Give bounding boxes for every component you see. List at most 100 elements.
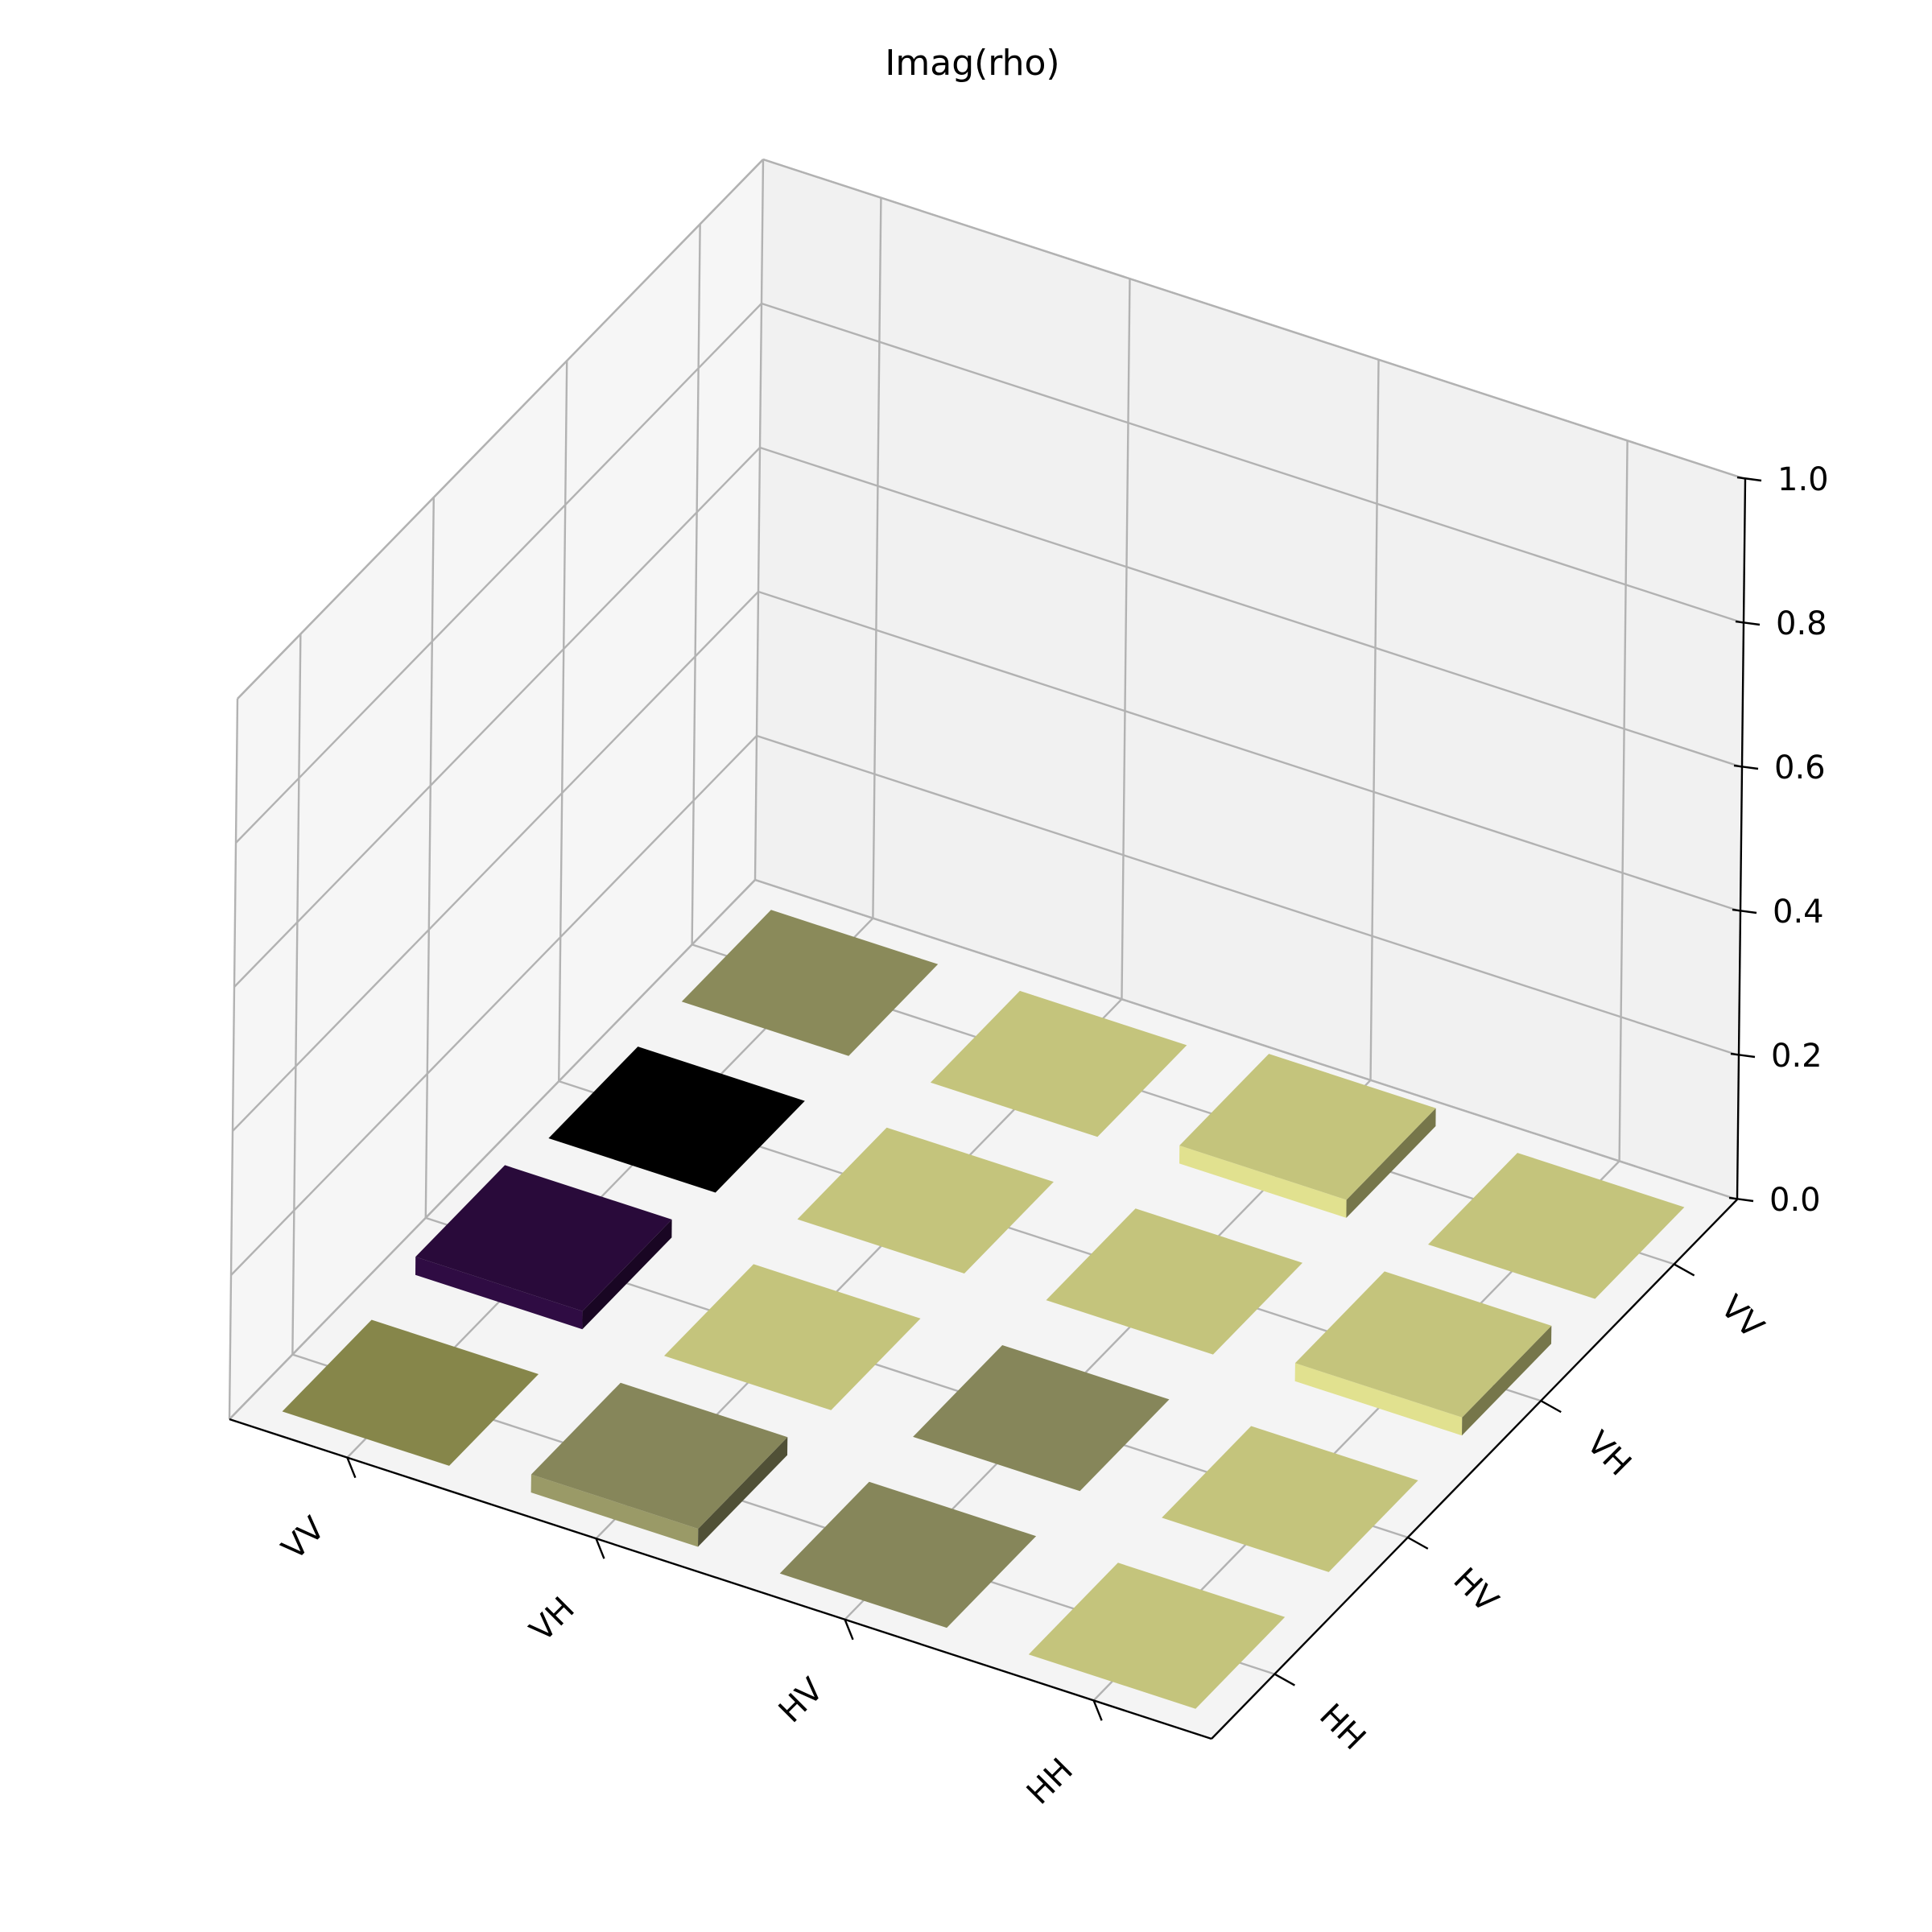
left-pane	[229, 159, 763, 1419]
x-tick-label: HV	[772, 1671, 832, 1731]
z-tick	[1735, 620, 1761, 626]
grid-line-z	[758, 590, 1741, 913]
bar-VH-VV	[930, 990, 1187, 1137]
bar-side-face	[582, 1219, 672, 1330]
bar-top-face	[1028, 1563, 1286, 1709]
grid-line-z	[759, 446, 1743, 769]
y-tick-label: HH	[1312, 1697, 1373, 1757]
z-tick	[1732, 908, 1757, 914]
grid-line-z	[756, 734, 1740, 1057]
grid-line-z	[761, 302, 1744, 625]
bar-side-face	[1462, 1325, 1552, 1436]
bar-top-face	[415, 1165, 672, 1311]
bar-top-face	[913, 1345, 1170, 1492]
y-tick-label: VV	[1713, 1289, 1771, 1347]
z-axis-line	[1736, 478, 1747, 1200]
bar-HV-VV	[1179, 1054, 1436, 1218]
grid-line-z	[235, 303, 762, 844]
bar-VV-VV	[681, 910, 939, 1056]
bar-top-face	[681, 910, 939, 1056]
bar-top-face	[1179, 1054, 1436, 1200]
tick-labels: HH HV VH VV HH HV VH VV 0.0 0.2 0.4 0.6 0.8 1.0	[275, 461, 1829, 1812]
bar-top-face	[530, 1382, 788, 1530]
bar-VH-HV	[664, 1264, 921, 1410]
y-tick	[1540, 1400, 1562, 1414]
bar-VH-HH	[530, 1382, 788, 1547]
bar-front-face	[1294, 1363, 1463, 1436]
bar-VV-HH	[282, 1319, 539, 1466]
z-tick-label: 0.2	[1771, 1038, 1823, 1075]
z-tick-label: 1.0	[1777, 461, 1829, 498]
grid-line-x	[1121, 279, 1131, 1000]
grid-line-x	[1618, 440, 1629, 1162]
bar-top-face	[1162, 1426, 1418, 1572]
grid-line-z	[762, 158, 1746, 481]
bar-HH-VH	[1294, 1271, 1552, 1436]
z-tick-label: 0.8	[1776, 605, 1827, 642]
pane-edge	[753, 159, 765, 881]
bar-side-face	[698, 1437, 788, 1547]
bar-top-face	[779, 1481, 1037, 1629]
bar-side-face	[1346, 1108, 1436, 1218]
grid-line-x	[1369, 359, 1380, 1080]
bar-VV-HV	[415, 1165, 672, 1330]
y-tick	[1674, 1263, 1695, 1277]
grid-line-y	[691, 224, 701, 945]
bar-top-face	[930, 990, 1187, 1137]
x-tick-label: VV	[275, 1509, 333, 1567]
bar-HH-HH	[1028, 1563, 1286, 1709]
bar-top-face	[1294, 1271, 1552, 1418]
axis-lines	[229, 476, 1762, 1740]
bar-HV-VH	[1046, 1208, 1302, 1355]
x-tick	[844, 1619, 854, 1641]
grid-line-y	[558, 361, 568, 1082]
x-tick-label: VH	[523, 1590, 582, 1649]
grid-line-z	[233, 447, 761, 988]
x-tick-label: HH	[1020, 1752, 1080, 1812]
grid-line-y	[424, 497, 435, 1218]
bar-top-face	[1046, 1208, 1302, 1355]
bar-top-face	[548, 1046, 805, 1193]
bars	[282, 910, 1685, 1709]
bar-HV-HV	[913, 1345, 1170, 1492]
bar-top-face	[797, 1127, 1054, 1274]
x-tick	[1092, 1699, 1103, 1721]
chart-title: Imag(rho)	[885, 43, 1059, 84]
bar-VV-VH	[548, 1046, 805, 1193]
x-axis-line	[229, 1418, 1212, 1740]
z-tick	[1728, 1196, 1754, 1203]
bar-front-face	[415, 1257, 583, 1330]
x-tick	[346, 1457, 357, 1479]
z-tick-label: 0.4	[1773, 894, 1824, 931]
y-tick	[1274, 1673, 1295, 1686]
bar-HH-HV	[1162, 1426, 1418, 1572]
bar-VH-VH	[797, 1127, 1054, 1274]
grid-line-z	[229, 879, 756, 1420]
z-tick	[1736, 476, 1762, 482]
grid-line-z	[230, 735, 758, 1276]
y-tick-label: HV	[1446, 1561, 1505, 1620]
grid-line-y	[291, 634, 302, 1355]
grid-line-z	[237, 159, 764, 700]
z-tick-label: 0.0	[1769, 1182, 1821, 1219]
z-tick-label: 0.6	[1774, 749, 1826, 786]
back-pane	[755, 159, 1745, 1199]
y-tick-label: VH	[1579, 1424, 1638, 1483]
axis-panes	[229, 159, 1745, 1739]
x-tick	[595, 1538, 605, 1559]
bar-HH-VV	[1428, 1153, 1685, 1299]
pane-edge	[228, 698, 239, 1420]
bar-top-face	[282, 1319, 539, 1466]
z-tick	[1733, 764, 1759, 770]
bar-top-face	[1428, 1153, 1685, 1299]
y-axis-line	[1211, 1199, 1738, 1740]
bar-front-face	[530, 1474, 699, 1547]
bar-top-face	[664, 1264, 921, 1410]
grid-line-z	[754, 878, 1738, 1201]
y-tick	[1407, 1536, 1429, 1550]
z-tick	[1730, 1052, 1756, 1059]
grid-line-z	[232, 591, 759, 1132]
grid-line-x	[872, 197, 882, 919]
bar-front-face	[1179, 1146, 1347, 1218]
